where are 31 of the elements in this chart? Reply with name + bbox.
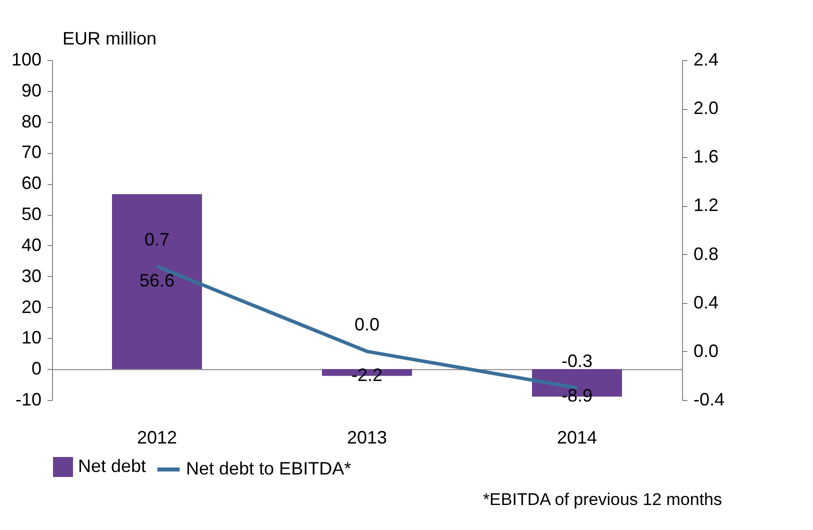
y2-tick-label: 1.6 [694,146,719,167]
data-label: 0.0 [354,314,380,334]
y-tick-label: 80 [21,111,42,132]
y2-tick-label: 2.0 [694,98,719,118]
x-tick-label: 2012 [136,428,178,448]
legend-label: Net debt [78,456,146,476]
y-tick-label: 0 [31,358,42,379]
y-tick-label: 30 [21,266,42,286]
y-tick-label: 50 [21,204,42,224]
y-tick-label: 70 [21,142,42,162]
data-label: 0.7 [144,229,170,250]
y-axis-title: EUR million [62,28,157,48]
data-label: -0.3 [561,350,593,371]
y2-tick-label: -0.4 [694,390,725,410]
y-tick-label: 40 [21,234,42,255]
y-tick-label: 90 [21,80,42,100]
y2-tick-label: 0.8 [694,244,719,264]
y2-tick-label: 0.4 [694,292,719,312]
text: *EBITDA of previous 12 months [482,490,722,509]
x-tick-label: 2013 [346,428,388,448]
y2-tick-label: 0.0 [694,340,719,361]
legend-label: Net debt to EBITDA* [186,458,352,478]
y2-tick-label: 2.4 [694,50,719,70]
y-tick-label: 20 [21,296,42,317]
y-tick-label: -10 [15,390,42,410]
y-tick-label: 10 [21,328,42,348]
data-label: 56.6 [139,270,175,291]
y-tick-label: 100 [11,50,42,70]
x-tick-label: 2014 [556,428,598,448]
y-tick-label: 60 [21,173,42,194]
y2-tick-label: 1.2 [694,195,719,216]
